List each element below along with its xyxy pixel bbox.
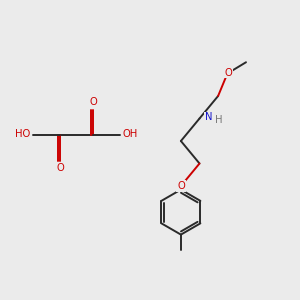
Text: OH: OH xyxy=(122,129,138,140)
Text: N: N xyxy=(205,112,212,122)
Text: O: O xyxy=(89,97,97,107)
Text: H: H xyxy=(215,115,223,125)
Text: O: O xyxy=(56,163,64,173)
Text: HO: HO xyxy=(15,129,31,140)
Text: O: O xyxy=(224,68,232,78)
Text: O: O xyxy=(177,181,185,191)
